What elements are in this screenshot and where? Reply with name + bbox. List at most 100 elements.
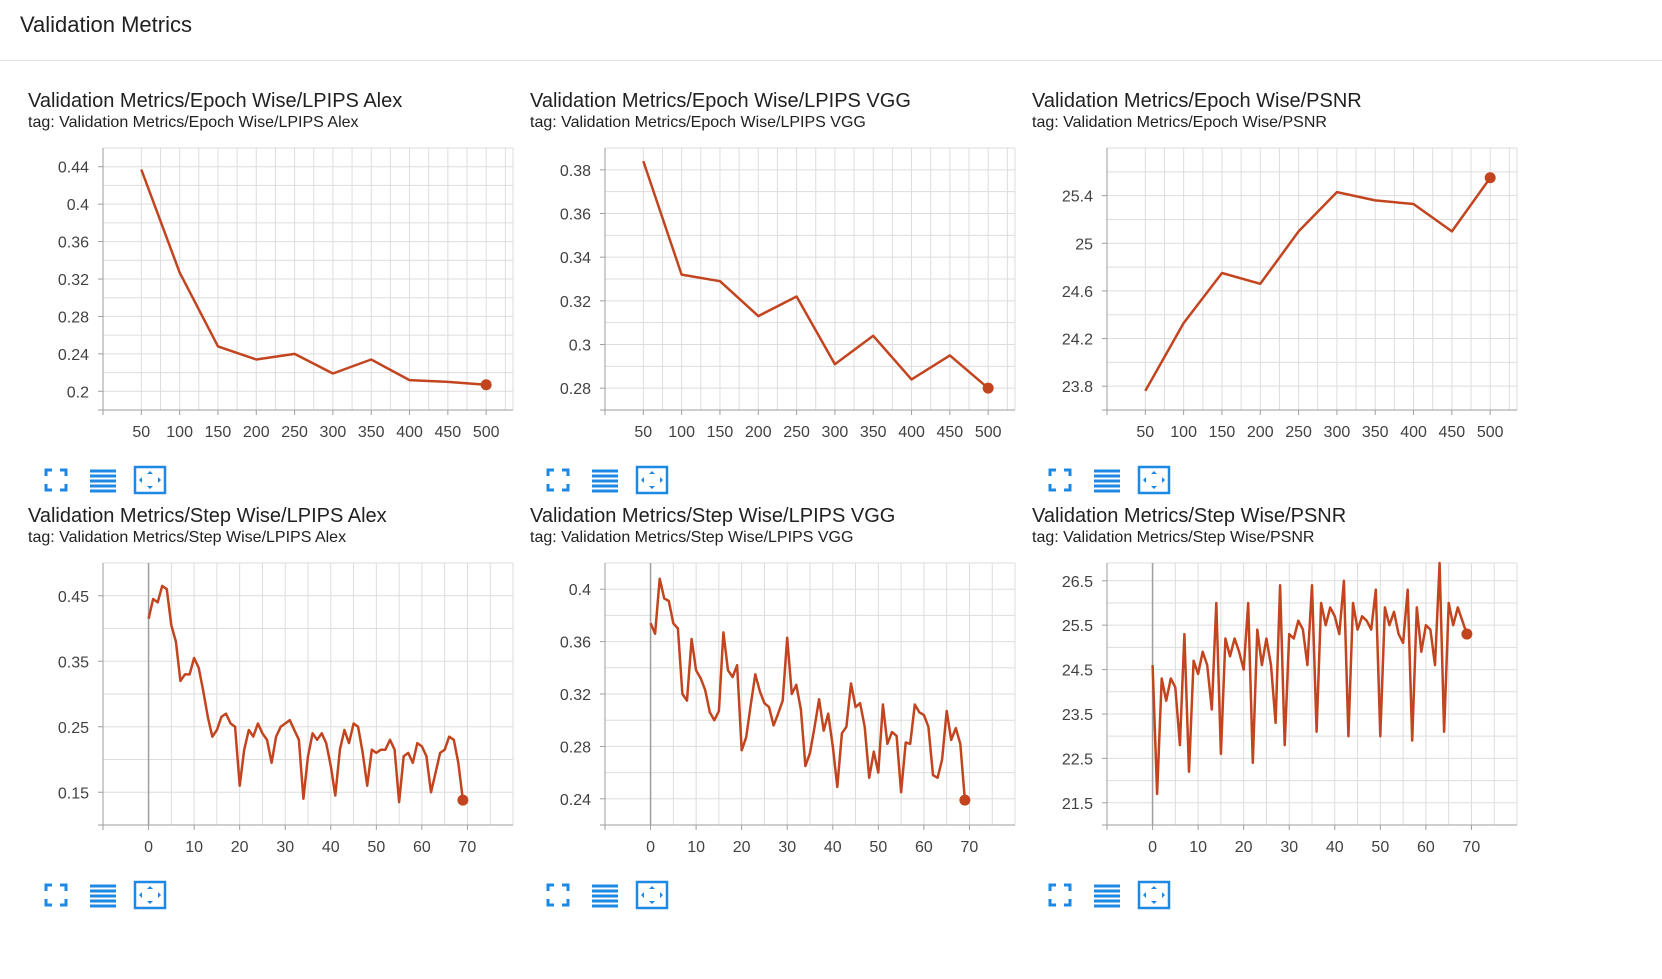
- chart-tag: tag: Validation Metrics/Epoch Wise/LPIPS…: [28, 114, 359, 131]
- page-title: Validation Metrics: [20, 12, 192, 37]
- line-chart[interactable]: 50 100 150 200 250 300 350 400 450 500 0.28 0.3 0.32…: [530, 140, 1040, 460]
- chart-card: Validation Metrics/Epoch Wise/LPIPS VGG t…: [530, 90, 1040, 510]
- y-tick-label: 0.28: [58, 309, 89, 326]
- list-icon: [90, 469, 116, 493]
- x-tick-label: 250: [783, 424, 810, 441]
- y-tick-label: 0.32: [560, 687, 591, 704]
- y-tick-label: 0.4: [569, 582, 591, 599]
- list-icon: [1094, 884, 1120, 908]
- series-line: [140, 169, 487, 386]
- x-tick-label: 50: [1136, 424, 1154, 441]
- chart-tag: tag: Validation Metrics/Epoch Wise/LPIPS…: [530, 114, 866, 131]
- y-tick-label: 26.5: [1062, 574, 1093, 591]
- y-tick-label: 0.3: [569, 338, 591, 355]
- list-button[interactable]: [1089, 462, 1125, 498]
- x-tick-label: 10: [1189, 839, 1207, 856]
- list-button[interactable]: [85, 462, 121, 498]
- last-point-marker[interactable]: [457, 794, 469, 806]
- fit-domain-button[interactable]: [132, 462, 168, 498]
- line-chart[interactable]: 0 10 20 30 40 50 60 70 0.24 0.28 0.32 0.36 0.4: [530, 555, 1040, 875]
- x-tick-label: 0: [144, 839, 153, 856]
- x-tick-label: 20: [733, 839, 751, 856]
- fullscreen-button[interactable]: [38, 877, 74, 913]
- y-tick-label: 0.28: [560, 381, 591, 398]
- y-tick-label: 0.15: [58, 785, 89, 802]
- series-line: [147, 584, 465, 804]
- last-point-marker[interactable]: [982, 382, 994, 394]
- fit-domain-button[interactable]: [1136, 462, 1172, 498]
- x-tick-label: 60: [915, 839, 933, 856]
- fullscreen-button[interactable]: [38, 462, 74, 498]
- line-chart[interactable]: 50 100 150 200 250 300 350 400 450 500 0.2 0.24 0.28…: [28, 140, 538, 460]
- fit-domain-icon: [1137, 880, 1171, 910]
- grid: [1107, 562, 1518, 826]
- list-button[interactable]: [85, 877, 121, 913]
- x-tick-label: 60: [413, 839, 431, 856]
- list-button[interactable]: [587, 462, 623, 498]
- y-tick-label: 0.2: [67, 384, 89, 401]
- y-tick-label: 22.5: [1062, 751, 1093, 768]
- last-point-marker[interactable]: [959, 794, 971, 806]
- fullscreen-button[interactable]: [540, 877, 576, 913]
- chart-card: Validation Metrics/Step Wise/PSNR tag: Va…: [1032, 505, 1542, 925]
- last-point-marker[interactable]: [480, 379, 492, 391]
- chart-title: Validation Metrics/Step Wise/LPIPS VGG: [530, 505, 896, 527]
- x-tick-label: 150: [1209, 424, 1236, 441]
- last-point-marker[interactable]: [1484, 172, 1496, 184]
- y-tick-label: 0.45: [58, 589, 89, 606]
- fit-domain-button[interactable]: [1136, 877, 1172, 913]
- y-tick-label: 21.5: [1062, 796, 1093, 813]
- fullscreen-icon: [1048, 468, 1072, 492]
- x-tick-label: 30: [276, 839, 294, 856]
- fit-domain-icon: [1137, 465, 1171, 495]
- x-tick-label: 450: [937, 424, 964, 441]
- x-tick-label: 150: [707, 424, 734, 441]
- line-chart[interactable]: 0 10 20 30 40 50 60 70 0.15 0.25 0.35 0.45: [28, 555, 538, 875]
- x-tick-label: 60: [1417, 839, 1435, 856]
- y-tick-label: 23.5: [1062, 707, 1093, 724]
- fullscreen-icon: [546, 468, 570, 492]
- x-tick-label: 0: [1148, 839, 1157, 856]
- x-tick-label: 100: [1170, 424, 1197, 441]
- x-tick-label: 50: [1371, 839, 1389, 856]
- y-tick-label: 24.5: [1062, 663, 1093, 680]
- fit-domain-button[interactable]: [634, 877, 670, 913]
- line-chart[interactable]: 50 100 150 200 250 300 350 400 450 500 23.8 24.2 24.…: [1032, 140, 1542, 460]
- fullscreen-icon: [1048, 883, 1072, 907]
- y-tick-label: 0.24: [58, 347, 89, 364]
- chart-card: Validation Metrics/Epoch Wise/LPIPS Alex…: [28, 90, 538, 510]
- series-line: [642, 160, 990, 390]
- x-tick-label: 200: [745, 424, 772, 441]
- y-tick-label: 0.35: [58, 654, 89, 671]
- x-tick-label: 500: [975, 424, 1002, 441]
- chart-title: Validation Metrics/Epoch Wise/PSNR: [1032, 90, 1362, 112]
- fullscreen-button[interactable]: [540, 462, 576, 498]
- chart-tag: tag: Validation Metrics/Step Wise/PSNR: [1032, 529, 1315, 546]
- y-tick-label: 25.4: [1062, 189, 1093, 206]
- fit-domain-icon: [133, 465, 167, 495]
- series-line: [1151, 561, 1469, 796]
- list-button[interactable]: [587, 877, 623, 913]
- fullscreen-button[interactable]: [1042, 462, 1078, 498]
- fit-domain-button[interactable]: [132, 877, 168, 913]
- x-tick-label: 450: [1439, 424, 1466, 441]
- grid: [103, 562, 514, 826]
- y-tick-label: 0.36: [560, 207, 591, 224]
- grid: [103, 147, 514, 411]
- last-point-marker[interactable]: [1461, 628, 1473, 640]
- x-tick-label: 50: [634, 424, 652, 441]
- y-tick-label: 25: [1075, 236, 1093, 253]
- x-tick-label: 500: [473, 424, 500, 441]
- line-chart[interactable]: 0 10 20 30 40 50 60 70 21.5 22.5 23.5 24.5 25.5 26.5: [1032, 555, 1542, 875]
- chart-tag: tag: Validation Metrics/Step Wise/LPIPS …: [28, 529, 347, 546]
- x-tick-label: 250: [1285, 424, 1312, 441]
- y-tick-label: 0.28: [560, 739, 591, 756]
- y-tick-label: 24.2: [1062, 332, 1093, 349]
- x-tick-label: 70: [961, 839, 979, 856]
- x-tick-label: 400: [898, 424, 925, 441]
- fullscreen-button[interactable]: [1042, 877, 1078, 913]
- fullscreen-icon: [546, 883, 570, 907]
- list-button[interactable]: [1089, 877, 1125, 913]
- fit-domain-button[interactable]: [634, 462, 670, 498]
- y-tick-label: 0.34: [560, 250, 591, 267]
